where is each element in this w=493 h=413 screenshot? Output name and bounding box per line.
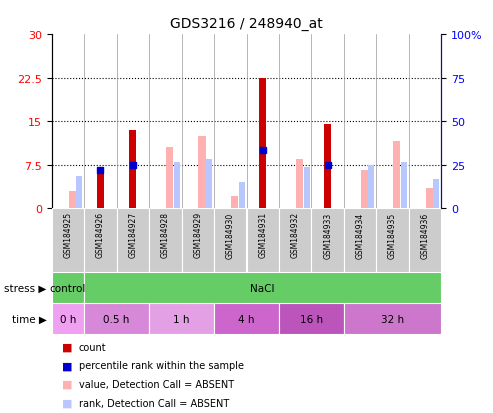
Bar [279,304,344,335]
Bar [214,304,279,335]
Text: GSM184935: GSM184935 [388,212,397,258]
Text: value, Detection Call = ABSENT: value, Detection Call = ABSENT [79,379,234,389]
Bar [214,209,246,273]
Text: GSM184931: GSM184931 [258,212,267,258]
Text: control: control [50,283,86,293]
Bar [409,209,441,273]
Bar [52,304,84,335]
Text: 16 h: 16 h [300,314,323,324]
Bar [149,209,181,273]
Bar [425,188,433,209]
Bar [52,209,84,273]
Bar [361,171,368,209]
Bar [344,209,376,273]
Text: ■: ■ [62,342,72,352]
Bar [279,209,312,273]
Bar [149,304,214,335]
Text: ■: ■ [62,379,72,389]
Text: 0.5 h: 0.5 h [104,314,130,324]
Bar [181,209,214,273]
Bar [368,165,375,209]
Text: rank, Detection Call = ABSENT: rank, Detection Call = ABSENT [79,398,229,408]
Text: ■: ■ [62,398,72,408]
Bar [84,209,117,273]
Text: GSM184930: GSM184930 [226,212,235,258]
Text: 0 h: 0 h [60,314,76,324]
Bar [246,209,279,273]
Bar [324,125,331,209]
Bar [129,131,137,209]
Text: 32 h: 32 h [381,314,404,324]
Text: GSM184932: GSM184932 [291,212,300,258]
Bar [199,136,206,209]
Bar [296,159,303,209]
Bar [259,78,266,209]
Bar [206,159,212,209]
Bar [376,209,409,273]
Bar [433,180,439,209]
Text: GSM184933: GSM184933 [323,212,332,258]
Text: percentile rank within the sample: percentile rank within the sample [79,361,244,370]
Bar [84,304,149,335]
Text: 4 h: 4 h [238,314,255,324]
Bar [344,304,441,335]
Text: count: count [79,342,106,352]
Text: NaCl: NaCl [250,283,275,293]
Bar [69,191,76,209]
Bar [239,183,245,209]
Bar [166,148,173,209]
Text: stress ▶: stress ▶ [4,283,47,293]
Text: 1 h: 1 h [174,314,190,324]
Bar [97,168,104,209]
Text: GSM184925: GSM184925 [64,212,72,258]
Bar [393,142,400,209]
Text: GSM184926: GSM184926 [96,212,105,258]
Text: GSM184934: GSM184934 [355,212,365,258]
Text: ■: ■ [62,361,72,370]
Text: GDS3216 / 248940_at: GDS3216 / 248940_at [170,17,323,31]
Text: time ▶: time ▶ [12,314,47,324]
Bar [231,197,238,209]
Bar [304,168,310,209]
Bar [174,162,180,209]
Bar [117,209,149,273]
Text: GSM184928: GSM184928 [161,212,170,258]
Bar [312,209,344,273]
Bar [76,177,82,209]
Bar [401,162,407,209]
Text: GSM184927: GSM184927 [128,212,138,258]
Text: GSM184929: GSM184929 [193,212,202,258]
Text: GSM184936: GSM184936 [421,212,429,258]
Bar [52,273,84,304]
